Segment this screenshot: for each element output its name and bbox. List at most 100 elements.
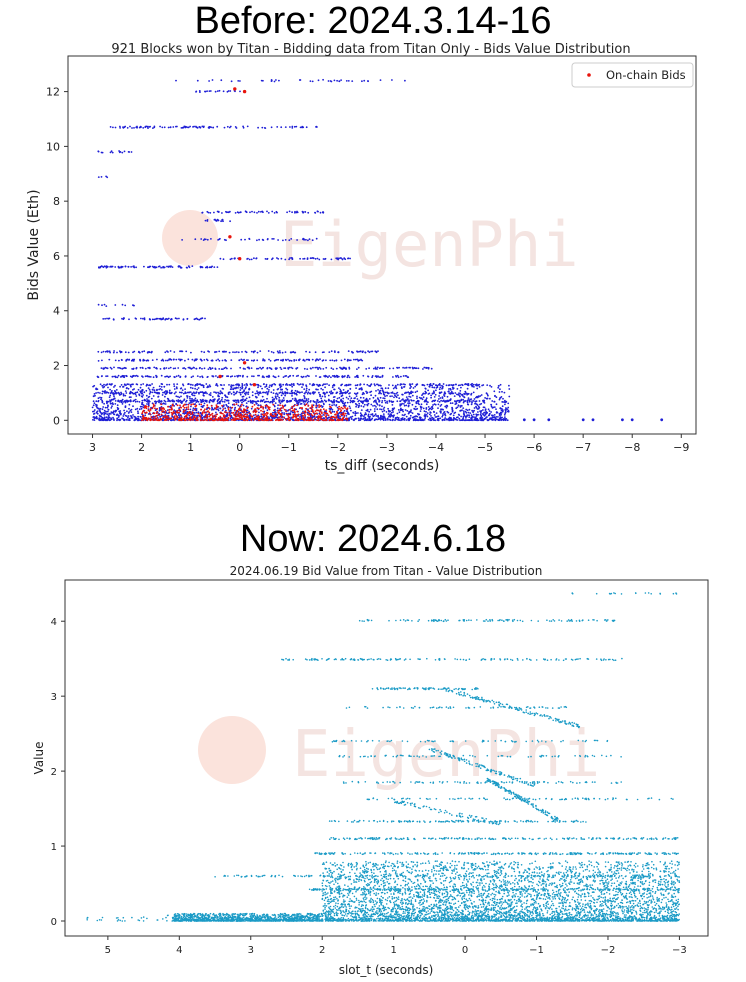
bid-point (152, 386, 155, 389)
bid-point (239, 389, 242, 391)
bid-point (415, 415, 417, 417)
bid-point (389, 395, 392, 398)
bid-point (446, 395, 449, 398)
bid-point (136, 400, 139, 403)
bid-point (125, 360, 127, 362)
bid-point (106, 413, 109, 416)
bid-point (311, 358, 314, 361)
bid-point (186, 395, 189, 398)
bid-point (462, 407, 465, 409)
bid-point-onchain (186, 418, 189, 420)
bid-point (299, 126, 302, 129)
bid-point (430, 406, 433, 408)
bid-point (291, 211, 293, 214)
bid-point (457, 393, 460, 396)
bid-point (286, 392, 289, 395)
bid-point (147, 396, 150, 399)
bid-point-onchain (237, 408, 240, 411)
bid-point (175, 386, 178, 389)
bid-point (121, 398, 124, 401)
bid-point-onchain (275, 419, 277, 422)
bid-point (101, 419, 104, 421)
bid-point (226, 399, 228, 402)
bid-point (206, 90, 209, 92)
bid-point (266, 210, 268, 213)
bid-point (119, 350, 121, 352)
bid-point (241, 401, 243, 404)
bid-point (116, 376, 119, 379)
bid-point (302, 384, 304, 386)
bid-point (263, 410, 266, 413)
bid-point (350, 418, 353, 420)
bid-point (425, 397, 428, 400)
bid-point (498, 398, 501, 401)
bid-point-onchain (302, 414, 304, 417)
bid-point-onchain (186, 414, 188, 417)
bid-point (122, 401, 124, 403)
now-heading: Now: 2024.6.18 (239, 518, 507, 560)
bid-point (429, 419, 432, 422)
bid-point (120, 393, 122, 396)
bid-point (467, 399, 470, 401)
bid-point (102, 350, 105, 353)
bid-point (153, 366, 156, 369)
bid-point (223, 126, 226, 129)
bid-point (276, 367, 278, 370)
bid-point (122, 418, 124, 420)
bid-point (272, 351, 275, 354)
bid-point (477, 395, 480, 398)
bid-point (149, 390, 152, 393)
bid-point (249, 211, 251, 214)
bid-point-onchain (310, 417, 312, 420)
bid-point (194, 238, 197, 241)
bid-point (475, 383, 478, 386)
bid-point (159, 388, 162, 390)
bid-point (291, 392, 294, 394)
bid-point (101, 390, 104, 393)
bid-point (399, 404, 402, 407)
bid-point (194, 384, 197, 387)
bid-point (431, 416, 433, 419)
bid-point (324, 386, 326, 389)
bid-point (391, 419, 394, 422)
bid-point (412, 387, 415, 389)
bid-point (317, 388, 319, 391)
bid-point (189, 391, 192, 393)
bid-point (125, 418, 128, 421)
bid-point (462, 401, 465, 404)
bid-point (189, 408, 192, 411)
bid-point (316, 405, 319, 407)
bid-point (198, 318, 201, 321)
bid-point (354, 384, 357, 387)
bid-point (367, 375, 370, 378)
bid-point (191, 397, 193, 400)
bid-point (312, 404, 315, 407)
bid-point (177, 265, 180, 268)
bid-point (468, 416, 471, 418)
bid-point (508, 384, 510, 387)
bid-point (180, 350, 183, 352)
bid-point (227, 90, 230, 92)
bid-point (237, 387, 239, 389)
bid-point (124, 414, 127, 417)
bid-point (363, 403, 366, 406)
bid-point-onchain (210, 405, 213, 407)
bid-point-onchain (142, 409, 145, 412)
bid-point (453, 416, 455, 419)
bid-point (170, 404, 172, 407)
bid-point (261, 399, 264, 402)
bid-point (456, 419, 459, 421)
bid-point (264, 258, 267, 260)
bid-point (491, 400, 494, 402)
bid-point (148, 366, 151, 369)
bid-point (422, 418, 424, 421)
bid-point (173, 392, 176, 395)
bid-point (103, 416, 106, 419)
bid-point (239, 366, 242, 369)
bid-point (335, 367, 338, 370)
bid-point (113, 413, 115, 416)
bid-point (110, 411, 113, 413)
bid-point (337, 258, 340, 261)
bid-point (325, 400, 327, 403)
bid-point (437, 419, 440, 422)
